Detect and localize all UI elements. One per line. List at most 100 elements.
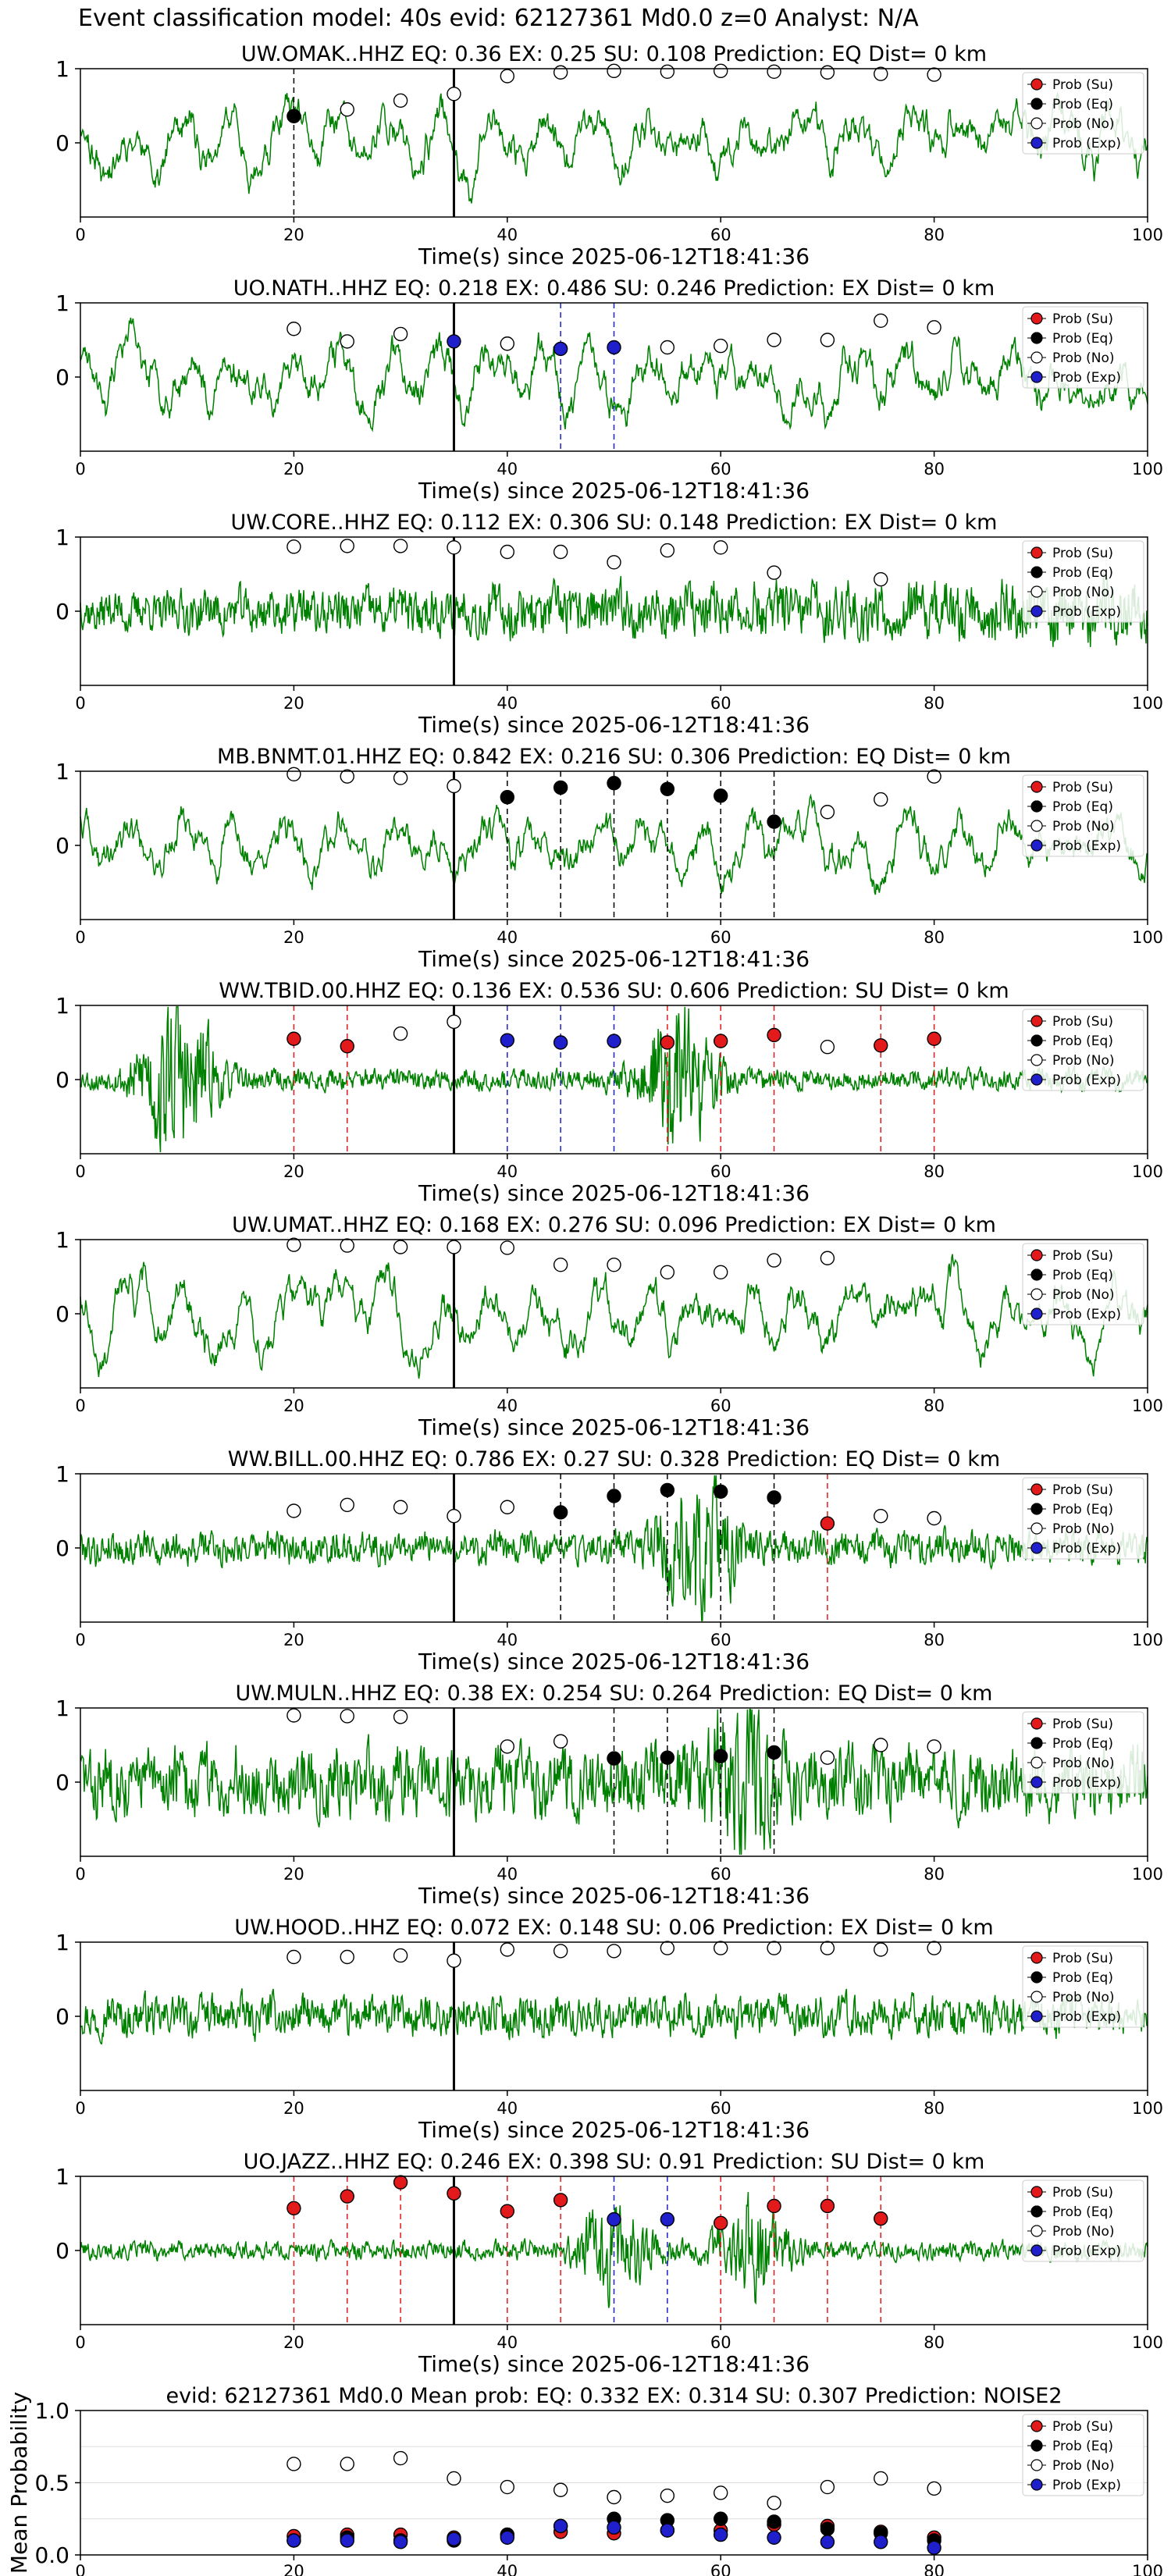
legend: Prob (Su) Prob (Eq) Prob (No) Prob (Exp) [1022,2179,1144,2262]
legend-label-eq: Prob (Eq) [1052,2204,1113,2220]
legend-label-no: Prob (No) [1052,1756,1115,1771]
legend-label-su: Prob (Su) [1052,2185,1113,2201]
prob-marker-no [393,1948,408,1963]
legend-label-exp: Prob (Exp) [1052,1775,1121,1791]
x-tick-label: 20 [283,1631,304,1649]
prob-marker-no [874,313,888,328]
legend-marker-no [1030,1522,1043,1535]
prob-marker-no [820,805,835,820]
prob-marker-no [607,555,621,570]
prob-marker-no [767,64,781,80]
legend-label-eq: Prob (Eq) [1052,2439,1113,2454]
panel-2: UO.NATH..HHZ EQ: 0.218 EX: 0.486 SU: 0.2… [55,276,1163,503]
waveform-trace [80,1709,1148,1856]
legend-marker-no [1030,1054,1043,1066]
legend-marker-su [1030,1952,1043,1964]
x-tick-label: 80 [924,226,945,244]
x-tick-label: 20 [283,226,304,244]
x-tick-label: 20 [283,1865,304,1884]
prob-marker-no [927,1739,941,1754]
prob-marker-su [660,1035,675,1050]
y-axis-label: Mean Probability [6,2392,32,2574]
x-tick-label: 0 [75,460,85,479]
mean-marker-no [447,2471,461,2486]
prob-marker-eq [553,780,568,795]
x-tick-label: 60 [710,1865,731,1884]
y-tick-label: 0.0 [34,2542,69,2568]
legend-marker-no [1030,1756,1043,1769]
y-tick-label: 1 [55,759,69,785]
legend-label-no: Prob (No) [1052,2458,1115,2474]
legend-marker-exp [1030,137,1043,149]
prob-marker-su [820,2198,835,2214]
prob-marker-eq [287,109,301,124]
legend-marker-su [1030,546,1043,559]
prob-marker-no [287,322,301,336]
legend-label-exp: Prob (Exp) [1052,2243,1121,2259]
legend-label-eq: Prob (Eq) [1052,1736,1113,1752]
prob-marker-no [340,1949,354,1965]
waveform-trace [80,572,1148,647]
legend: Prob (Su) Prob (Eq) Prob (No) Prob (Exp) [1022,540,1144,623]
x-tick-label: 0 [75,1865,85,1884]
mean-marker-no [820,2479,835,2495]
mean-marker-no [927,2481,941,2496]
x-axis-label: Time(s) since 2025-06-12T18:41:36 [418,946,810,972]
prob-marker-no [660,543,675,558]
x-tick-label: 100 [1132,1865,1163,1884]
legend-label-eq: Prob (Eq) [1052,565,1113,581]
x-tick-label: 60 [710,694,731,713]
legend-marker-su [1030,1483,1043,1496]
x-axis-label: Time(s) since 2025-06-12T18:41:36 [418,478,810,503]
prob-marker-no [767,1253,781,1268]
y-tick-label: 1 [55,2164,69,2190]
x-tick-label: 0 [75,226,85,244]
prob-marker-exp [607,340,621,355]
legend-label-eq: Prob (Eq) [1052,1034,1113,1049]
prob-marker-no [607,63,621,79]
legend-marker-no [1030,351,1043,364]
prob-marker-no [874,1738,888,1752]
legend-marker-exp [1030,1073,1043,1086]
y-tick-label: 1 [55,1227,69,1253]
legend-marker-su [1030,1717,1043,1730]
legend-marker-eq [1030,1737,1043,1749]
mean-marker-no [767,2496,781,2510]
prob-marker-no [553,1944,568,1959]
prob-marker-no [820,1039,835,1055]
mean-marker-exp [287,2533,301,2548]
prob-marker-no [393,539,408,553]
prob-marker-no [660,1265,675,1280]
panel-1: UW.OMAK..HHZ EQ: 0.36 EX: 0.25 SU: 0.108… [55,42,1163,269]
legend-label-exp: Prob (Exp) [1052,136,1121,151]
prob-marker-no [447,87,461,101]
y-tick-label: 0 [55,599,69,624]
mean-marker-exp [767,2530,781,2546]
legend-marker-eq [1030,1034,1043,1047]
mean-marker-exp [553,2518,568,2534]
x-tick-label: 0 [75,2562,85,2576]
x-axis-label: Time(s) since 2025-06-12T18:41:36 [418,1180,810,1206]
y-tick-label: 0 [55,1770,69,1795]
prob-marker-eq [607,776,621,791]
legend: Prob (Su) Prob (Eq) Prob (No) Prob (Exp) [1022,72,1144,155]
x-tick-label: 20 [283,2099,304,2118]
legend-label-exp: Prob (Exp) [1052,1541,1121,1557]
x-tick-label: 60 [710,1162,731,1181]
y-tick-label: 1.0 [34,2398,69,2424]
prob-marker-su [874,1038,888,1053]
panel-title: UW.MULN..HHZ EQ: 0.38 EX: 0.254 SU: 0.26… [236,1681,993,1706]
panel-title: UW.UMAT..HHZ EQ: 0.168 EX: 0.276 SU: 0.0… [232,1213,996,1237]
prob-marker-no [927,320,941,335]
legend-label-su: Prob (Su) [1052,546,1113,561]
x-tick-label: 40 [497,2333,518,2352]
legend-label-exp: Prob (Exp) [1052,1307,1121,1322]
y-tick-label: 0 [55,1301,69,1327]
x-axis-label: Time(s) since 2025-06-12T18:41:36 [418,244,810,269]
prob-marker-no [820,1251,835,1265]
mean-marker-eq [714,2511,728,2526]
mean-marker-eq [767,2514,781,2529]
prob-marker-no [340,1238,354,1253]
prob-marker-su [287,2201,301,2216]
